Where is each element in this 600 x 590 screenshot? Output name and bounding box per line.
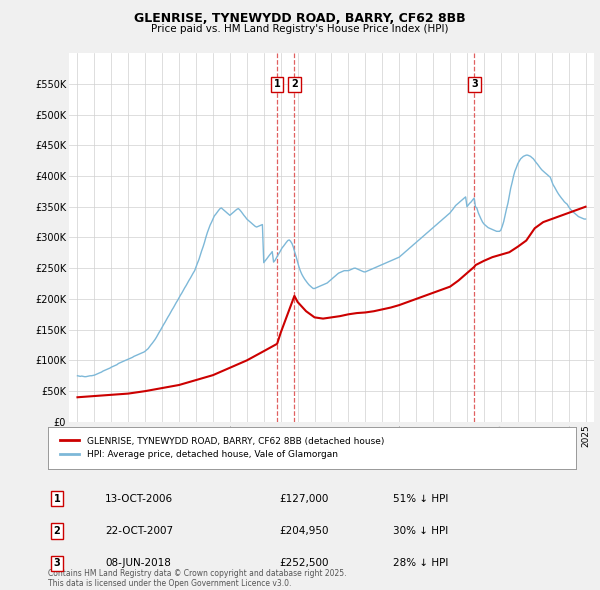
Text: 3: 3 [53, 559, 61, 568]
Text: 2: 2 [291, 80, 298, 90]
Text: 22-OCT-2007: 22-OCT-2007 [105, 526, 173, 536]
Text: £204,950: £204,950 [279, 526, 329, 536]
Text: 1: 1 [274, 80, 281, 90]
Text: £252,500: £252,500 [279, 559, 329, 568]
Text: 3: 3 [471, 80, 478, 90]
Text: 30% ↓ HPI: 30% ↓ HPI [393, 526, 448, 536]
Text: £127,000: £127,000 [279, 494, 328, 503]
Text: 13-OCT-2006: 13-OCT-2006 [105, 494, 173, 503]
Text: 2: 2 [53, 526, 61, 536]
Text: GLENRISE, TYNEWYDD ROAD, BARRY, CF62 8BB: GLENRISE, TYNEWYDD ROAD, BARRY, CF62 8BB [134, 12, 466, 25]
Text: 08-JUN-2018: 08-JUN-2018 [105, 559, 171, 568]
Text: Price paid vs. HM Land Registry's House Price Index (HPI): Price paid vs. HM Land Registry's House … [151, 24, 449, 34]
Text: Contains HM Land Registry data © Crown copyright and database right 2025.
This d: Contains HM Land Registry data © Crown c… [48, 569, 347, 588]
Text: 28% ↓ HPI: 28% ↓ HPI [393, 559, 448, 568]
Text: 1: 1 [53, 494, 61, 503]
Legend: GLENRISE, TYNEWYDD ROAD, BARRY, CF62 8BB (detached house), HPI: Average price, d: GLENRISE, TYNEWYDD ROAD, BARRY, CF62 8BB… [56, 433, 388, 463]
Text: 51% ↓ HPI: 51% ↓ HPI [393, 494, 448, 503]
